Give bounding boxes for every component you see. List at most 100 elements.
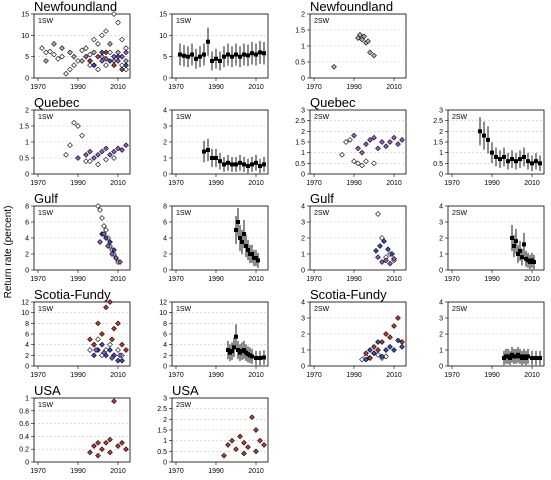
estimate-point [482,133,486,138]
y-tick-label: 4 [301,204,305,211]
data-point-purple [99,58,105,64]
y-tick-label: 3 [301,316,305,323]
estimate-point [512,244,516,248]
y-tick-label: 4 [25,342,29,349]
y-tick-label: 0 [301,172,305,179]
estimate-point [534,356,538,360]
data-point-blue [377,243,383,249]
data-point-white [75,123,81,129]
y-tick-label: 3 [163,396,167,403]
x-tick-label: 1990 [208,84,224,91]
y-tick-label: 3 [163,124,167,131]
data-point-purple [123,49,129,56]
y-tick-label: 2.5 [433,118,443,125]
data-point-blue [107,239,113,245]
y-tick-label: 8 [163,204,167,211]
data-point-white [91,36,97,43]
y-tick-label: 2 [25,108,29,115]
data-point-blue [385,246,391,253]
data-point-blue [91,62,97,69]
y-tick-label: 6 [163,332,167,339]
estimate-point [246,164,250,168]
estimate-point [508,356,512,360]
y-tick-label: 1.5 [157,428,167,435]
estimate-point [530,161,534,166]
y-axis-label: Return rate (percent) [3,206,14,299]
data-point-blue [99,341,105,348]
panel-tag: 2SW [314,210,330,217]
y-tick-label: 4 [439,204,443,211]
y-tick-label: 0.6 [19,421,29,428]
x-tick-label: 1990 [346,372,362,379]
data-point-purple [391,134,397,141]
panel-tag: 1SW [38,18,54,25]
estimate-point [226,348,230,352]
estimate-point [246,248,250,252]
y-tick-label: 0 [301,268,305,275]
panel-tag: 1SW [38,210,54,217]
y-tick-label: 4 [163,342,167,349]
data-point-red [371,343,377,350]
estimate-point [222,54,226,59]
y-tick-label: 3 [439,316,443,323]
estimate-point [232,345,236,350]
data-point-white [351,158,357,165]
data-point-red [119,439,125,446]
data-point-white [95,203,101,209]
y-tick-label: 0.8 [19,408,29,415]
estimate-point [506,159,510,164]
panel-title: Quebec [310,95,356,110]
data-point-white [59,53,65,60]
panel-tag: 2SW [314,114,330,121]
data-point-gray [365,38,371,45]
y-tick-label: 1 [439,252,443,259]
estimate-point [498,157,502,162]
data-point-blue [381,238,387,245]
estimate-point [194,56,198,61]
data-point-red [257,437,263,444]
x-tick-label: 1990 [346,84,362,91]
panel-frame [33,13,131,79]
estimate-point [538,356,542,360]
data-point-red [225,442,231,448]
estimate-point [258,356,262,360]
x-tick-label: 1970 [168,180,184,187]
estimate-point [534,159,538,164]
y-tick-label: 5 [163,54,167,61]
data-point-red [253,448,259,455]
data-point-white [371,160,377,167]
data-point-red [111,62,117,69]
data-point-white [87,51,93,58]
data-point-purple [93,347,99,353]
y-tick-label: 5 [25,54,29,61]
data-point-white [51,51,57,58]
y-tick-label: 3 [301,220,305,227]
y-tick-label: 0.5 [157,449,167,456]
y-tick-label: 10 [21,310,29,317]
data-point-red [103,304,109,311]
estimate-point [206,148,210,152]
panel-tag: 1SW [38,114,54,121]
data-point-white [111,155,117,161]
y-tick-label: 10 [159,33,167,40]
data-point-red [87,58,93,64]
data-point-purple [97,239,103,245]
estimate-point [234,334,238,339]
estimate-point [214,56,218,61]
x-tick-label: 2010 [386,180,402,187]
x-tick-label: 1990 [346,276,362,283]
x-tick-label: 1990 [484,180,500,187]
x-tick-label: 1970 [168,276,184,283]
data-point-gray [361,33,367,40]
x-tick-label: 1970 [168,84,184,91]
y-tick-label: 0.5 [433,161,443,168]
data-point-red [221,452,227,459]
data-point-purple [119,53,125,60]
data-point-purple [87,148,93,155]
estimate-point [510,236,514,240]
estimate-point [234,228,238,232]
estimate-point [236,220,240,224]
data-point-purple [379,259,385,265]
y-tick-label: 0 [301,364,305,371]
estimate-point [526,159,530,164]
